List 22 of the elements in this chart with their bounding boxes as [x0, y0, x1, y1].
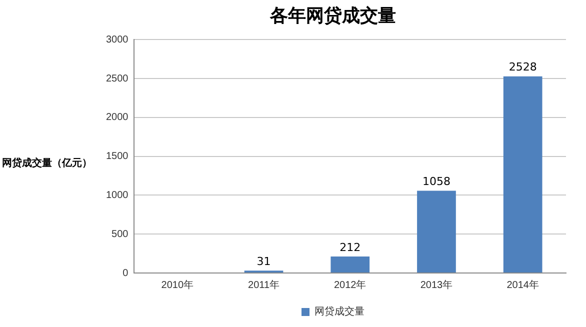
data-label: 31 [256, 254, 271, 268]
y-tick-label: 3000 [106, 34, 129, 46]
x-tick-label: 2013年 [420, 278, 453, 291]
x-tick-label: 2010年 [161, 278, 194, 291]
y-tick-label: 2000 [106, 112, 129, 124]
bar [417, 190, 456, 272]
y-tick-label: 500 [112, 228, 129, 240]
x-tick-label: 2014年 [506, 278, 539, 291]
chart-title: 各年网贷成交量 [269, 5, 396, 26]
y-tick-label: 0 [122, 268, 129, 279]
x-tick-label: 2012年 [334, 278, 366, 291]
data-label: 212 [340, 240, 361, 254]
y-tick-label: 1000 [106, 190, 129, 201]
x-tick-label: 2011年 [248, 278, 280, 291]
bar [330, 256, 370, 272]
data-label: 2528 [508, 60, 537, 74]
legend-label: 网贷成交量 [314, 306, 364, 318]
bar [503, 76, 542, 272]
data-label: 1058 [422, 175, 450, 188]
y-tick-label: 2500 [106, 73, 129, 84]
y-tick-label: 1500 [106, 151, 129, 162]
y-axis-title: 网贷成交量（亿元） [2, 156, 92, 170]
